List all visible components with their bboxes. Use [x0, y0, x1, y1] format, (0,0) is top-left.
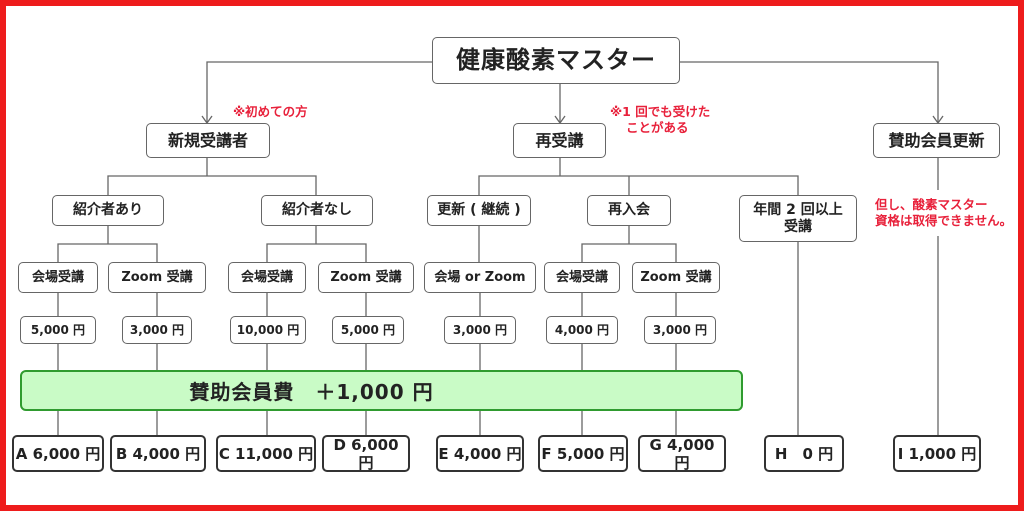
note-new: ※初めての方 [233, 104, 308, 119]
method-box: Zoom 受講 [632, 262, 720, 293]
note-repeat-line1: ※1 回でも受けた [610, 104, 711, 119]
method-box: 会場受講 [544, 262, 620, 293]
note-support: 但し、酸素マスター 資格は取得できません。 [873, 197, 1015, 229]
method-box: 会場受講 [228, 262, 306, 293]
renewal-box: 更新 ( 継続 ) [427, 195, 531, 226]
method-box: Zoom 受講 [108, 262, 206, 293]
note-support-line2: 資格は取得できません。 [875, 212, 1013, 228]
repeat-box: 再受講 [513, 123, 606, 158]
price-box: 4,000 円 [546, 316, 618, 344]
twice-yearly-box: 年間 2 回以上 受講 [739, 195, 857, 242]
twice-yearly-line1: 年間 2 回以上 [753, 201, 843, 218]
total-box-h: H 0 円 [764, 435, 844, 472]
support-fee-bar: 賛助会員費 ＋1,000 円 [20, 370, 743, 411]
price-box: 5,000 円 [332, 316, 404, 344]
title-box: 健康酸素マスター [432, 37, 680, 84]
total-box-b: B 4,000 円 [110, 435, 206, 472]
note-repeat-line2: ことがある [626, 119, 689, 135]
total-box-g: G 4,000 円 [638, 435, 726, 472]
referral-no-box: 紹介者なし [261, 195, 373, 226]
note-support-line1: 但し、酸素マスター [875, 197, 988, 212]
support-renewal-box: 賛助会員更新 [873, 123, 1000, 158]
method-box: 会場 or Zoom [424, 262, 536, 293]
referral-yes-box: 紹介者あり [52, 195, 164, 226]
new-student-box: 新規受講者 [146, 123, 270, 158]
method-box: 会場受講 [18, 262, 98, 293]
price-box: 3,000 円 [122, 316, 192, 344]
total-box-a: A 6,000 円 [12, 435, 104, 472]
price-box: 10,000 円 [230, 316, 306, 344]
total-box-c: C 11,000 円 [216, 435, 316, 472]
total-box-i: I 1,000 円 [893, 435, 981, 472]
rejoin-box: 再入会 [587, 195, 671, 226]
total-box-d: D 6,000 円 [322, 435, 410, 472]
price-box: 3,000 円 [444, 316, 516, 344]
note-repeat: ※1 回でも受けた ことがある [610, 104, 710, 135]
method-box: Zoom 受講 [318, 262, 414, 293]
price-box: 5,000 円 [20, 316, 96, 344]
price-box: 3,000 円 [644, 316, 716, 344]
total-box-f: F 5,000 円 [538, 435, 628, 472]
total-box-e: E 4,000 円 [436, 435, 524, 472]
twice-yearly-line2: 受講 [784, 218, 812, 235]
